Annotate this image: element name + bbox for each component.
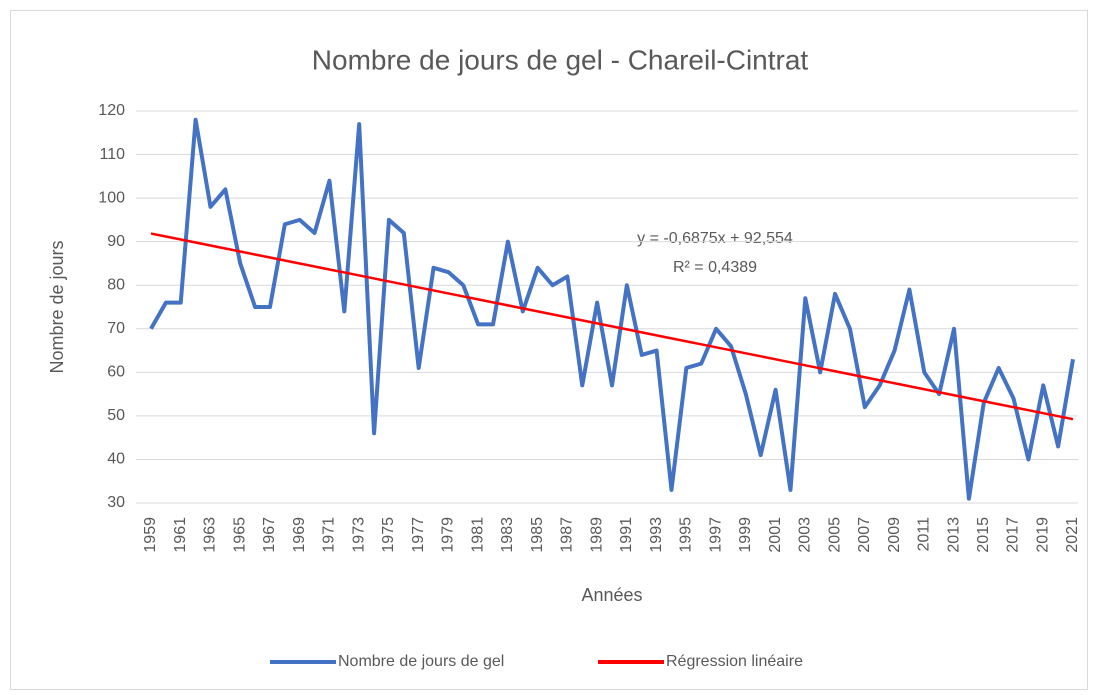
x-tick-label: 1967 (261, 517, 278, 553)
x-tick-label: 1977 (410, 517, 427, 553)
x-tick-label: 1961 (172, 517, 189, 553)
x-tick-label: 2021 (1064, 517, 1081, 553)
x-tick-label: 2005 (826, 517, 843, 553)
x-tick-label: 1979 (440, 517, 457, 553)
y-tick-label: 120 (98, 102, 125, 119)
x-tick-label: 2003 (797, 517, 814, 553)
x-tick-label: 1983 (499, 517, 516, 553)
y-tick-label: 60 (107, 364, 125, 381)
legend-label: Nombre de jours de gel (338, 653, 504, 670)
legend-label: Régression linéaire (666, 653, 803, 670)
x-tick-label: 2009 (886, 517, 903, 553)
y-tick-label: 70 (107, 320, 125, 337)
x-tick-label: 1971 (321, 517, 338, 553)
x-tick-label: 1987 (559, 517, 576, 553)
x-tick-label: 1975 (380, 517, 397, 553)
x-tick-label: 2007 (856, 517, 873, 553)
y-tick-label: 50 (107, 407, 125, 424)
x-tick-label: 1991 (618, 517, 635, 553)
x-tick-label: 1969 (291, 517, 308, 553)
x-axis-label: Années (581, 585, 642, 605)
x-tick-label: 1989 (588, 517, 605, 553)
x-tick-label: 2017 (1005, 517, 1022, 553)
series-line (150, 232, 1074, 421)
y-tick-label: 110 (99, 146, 125, 163)
y-tick-label: 80 (107, 276, 125, 293)
x-tick-label: 2013 (945, 517, 962, 553)
x-tick-label: 1959 (142, 517, 159, 553)
x-tick-label: 2015 (975, 517, 992, 553)
annotation: R² = 0,4389 (673, 259, 757, 276)
x-tick-label: 1963 (202, 517, 219, 553)
x-tick-label: 2019 (1034, 517, 1051, 553)
x-tick-label: 2001 (767, 517, 784, 553)
x-tick-label: 2011 (916, 517, 933, 552)
x-tick-label: 1965 (231, 517, 248, 553)
x-tick-label: 1993 (648, 517, 665, 553)
x-tick-label: 1981 (469, 517, 486, 553)
annotation: y = -0,6875x + 92,554 (637, 230, 793, 247)
y-axis-label: Nombre de jours (47, 240, 67, 373)
x-tick-label: 1985 (529, 517, 546, 553)
y-tick-label: 90 (107, 233, 125, 250)
chart-title: Nombre de jours de gel - Chareil-Cintrat (312, 44, 809, 75)
x-tick-label: 1973 (350, 517, 367, 553)
y-tick-label: 30 (107, 494, 125, 511)
y-tick-label: 40 (107, 451, 125, 468)
x-tick-label: 1997 (707, 517, 724, 553)
x-tick-label: 1999 (737, 517, 754, 553)
x-tick-label: 1995 (678, 517, 695, 553)
series-line (149, 117, 1075, 501)
y-tick-label: 100 (98, 189, 125, 206)
chart-border (10, 10, 1088, 690)
